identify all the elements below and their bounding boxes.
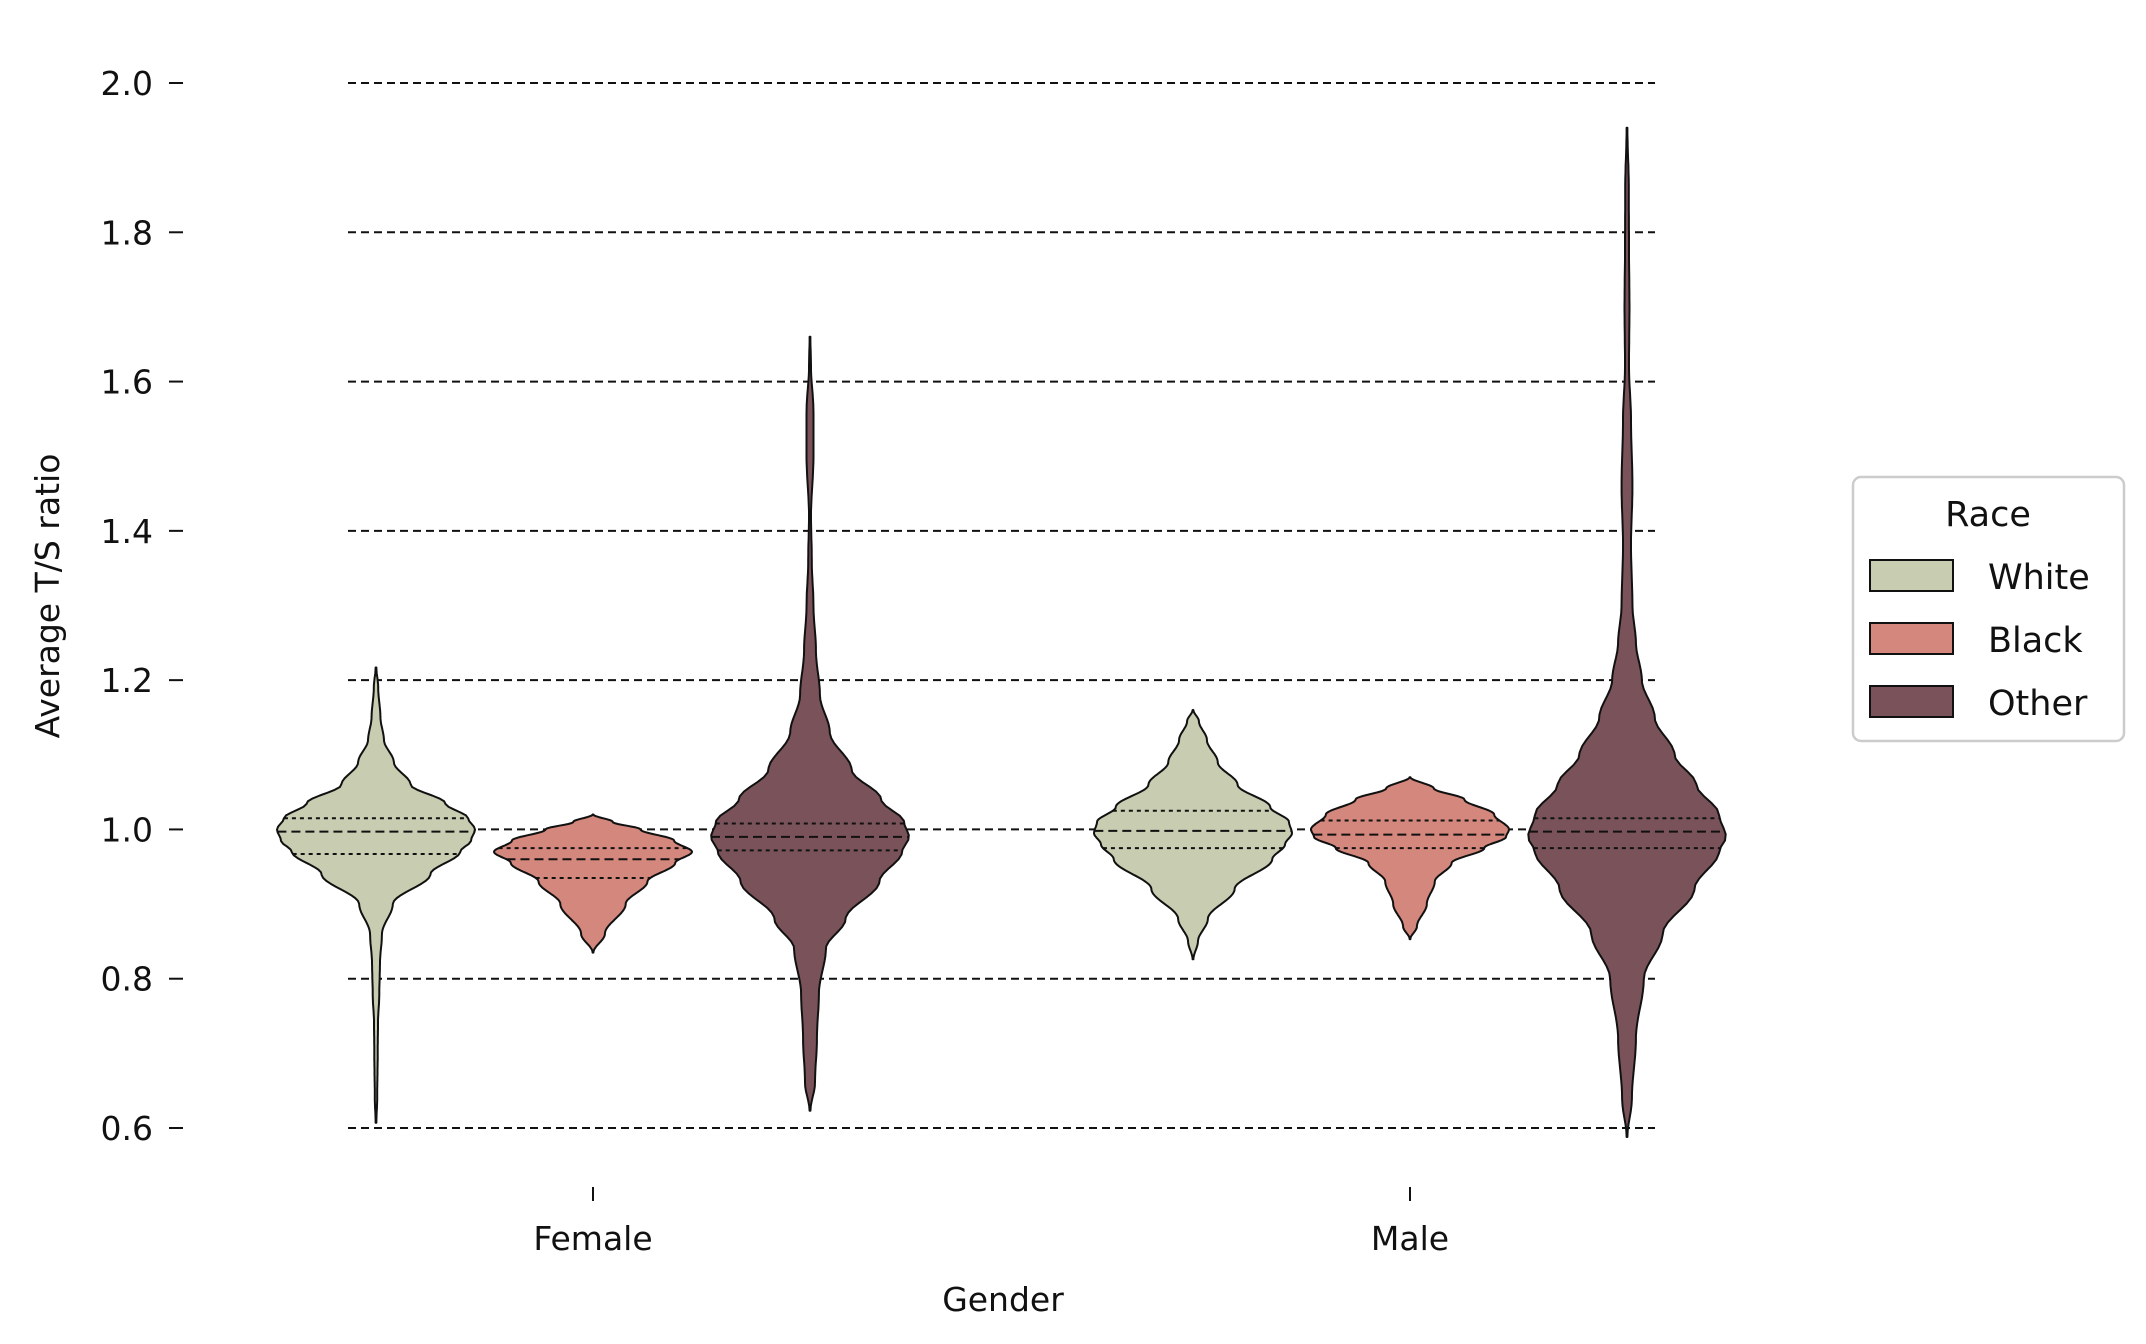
y-tick-label: 0.6 — [101, 1109, 153, 1148]
legend-entries: White Black Other — [1869, 558, 2090, 724]
axes: 0.6 0.8 1.0 1.2 1.4 1.6 1.8 2.0 Female Male — [101, 64, 1450, 1258]
grid-lines — [348, 81, 1655, 1129]
violin-body — [1093, 709, 1293, 961]
violins — [276, 126, 1727, 1138]
violin-body — [1527, 126, 1727, 1138]
violin-other-female — [710, 335, 910, 1112]
legend-title: Race — [1945, 495, 2031, 535]
violin-black-female — [493, 813, 693, 954]
y-tick-label: 2.0 — [101, 64, 153, 103]
legend-frame — [1851, 475, 2126, 743]
violin-body — [493, 813, 693, 954]
y-tick-label: 1.2 — [101, 661, 153, 700]
legend-swatch-white — [1869, 559, 1954, 592]
violin-body — [276, 666, 476, 1124]
y-tick-label: 1.8 — [101, 213, 153, 252]
legend: Race White Black Other — [1851, 475, 2126, 743]
y-tick-label: 1.0 — [101, 810, 153, 849]
legend-label-white: White — [1988, 558, 2090, 598]
y-tick-label: 0.8 — [101, 960, 153, 999]
violin-white-male — [1093, 709, 1293, 961]
y-tick-label: 1.4 — [101, 512, 153, 551]
legend-label-other: Other — [1988, 684, 2088, 724]
legend-swatch-black — [1869, 622, 1954, 655]
violin-body — [710, 335, 910, 1112]
x-tick-label: Male — [1371, 1219, 1449, 1258]
violin-white-female — [276, 666, 476, 1124]
violin-other-male — [1527, 126, 1727, 1138]
y-tick-label: 1.6 — [101, 363, 153, 402]
y-axis-title: Average T/S ratio — [28, 454, 67, 739]
x-tick-label: Female — [533, 1219, 652, 1258]
violin-body — [1310, 776, 1510, 941]
legend-swatch-other — [1869, 685, 1954, 718]
legend-label-black: Black — [1988, 621, 2083, 661]
violin-black-male — [1310, 776, 1510, 941]
x-axis-title: Gender — [942, 1280, 1064, 1319]
